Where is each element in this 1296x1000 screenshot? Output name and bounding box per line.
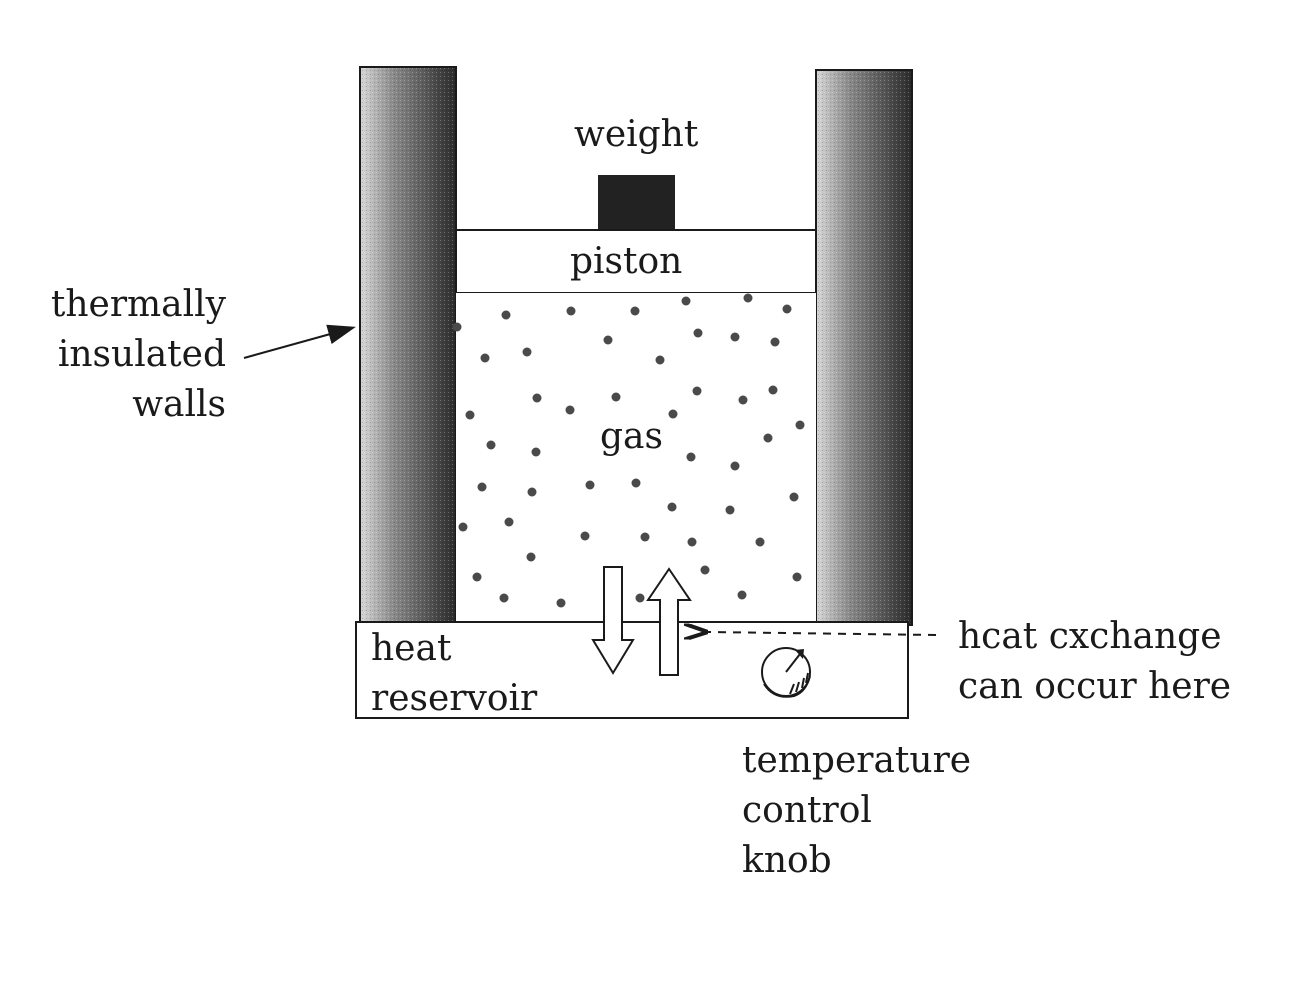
gas-particle bbox=[763, 433, 773, 443]
gas-particle bbox=[725, 505, 735, 515]
knob-label: temperature control knob bbox=[742, 736, 971, 886]
gas-particle bbox=[655, 355, 665, 365]
gas-particle bbox=[585, 480, 595, 490]
gas-particle bbox=[499, 593, 509, 603]
gas-particle bbox=[795, 420, 805, 430]
gas-particle bbox=[687, 537, 697, 547]
right-insulated-wall bbox=[815, 69, 913, 626]
walls-label: thermally insulated walls bbox=[40, 280, 226, 430]
gas-particle bbox=[755, 537, 765, 547]
gas-particle bbox=[556, 598, 566, 608]
temperature-knob-icon bbox=[761, 647, 811, 698]
gas-label: gas bbox=[600, 416, 663, 457]
gas-particle bbox=[792, 572, 802, 582]
heat-up-arrow bbox=[646, 567, 692, 676]
heat-down-arrow bbox=[591, 566, 635, 675]
gas-particle bbox=[480, 353, 490, 363]
gas-particle bbox=[532, 393, 542, 403]
gas-particle bbox=[631, 478, 641, 488]
gas-particle bbox=[738, 395, 748, 405]
gas-particle bbox=[458, 522, 468, 532]
gas-particle bbox=[668, 409, 678, 419]
gas-particle bbox=[611, 392, 621, 402]
gas-particle bbox=[452, 322, 462, 332]
gas-particle bbox=[527, 487, 537, 497]
knob-label-line-3: knob bbox=[742, 840, 832, 881]
gas-particle bbox=[635, 593, 645, 603]
gas-particle bbox=[504, 517, 514, 527]
gas-particle bbox=[630, 306, 640, 316]
weight-label: weight bbox=[574, 114, 699, 155]
gas-particle bbox=[730, 461, 740, 471]
exchange-label-line-1: hcat cxchange bbox=[958, 616, 1222, 657]
gas-particle bbox=[501, 310, 511, 320]
gas-particle bbox=[686, 452, 696, 462]
knob-label-line-2: control bbox=[742, 790, 872, 831]
gas-particle bbox=[693, 328, 703, 338]
gas-particle bbox=[681, 296, 691, 306]
exchange-label: hcat cxchange can occur here bbox=[958, 612, 1231, 712]
gas-particle bbox=[768, 385, 778, 395]
gas-particle bbox=[580, 531, 590, 541]
gas-particle bbox=[465, 410, 475, 420]
heat-reservoir bbox=[355, 621, 909, 719]
piston-label: piston bbox=[570, 241, 683, 282]
walls-label-line-3: walls bbox=[132, 384, 226, 425]
gas-particle bbox=[692, 386, 702, 396]
reservoir-label-line-1: heat bbox=[371, 628, 452, 669]
walls-label-line-1: thermally bbox=[50, 284, 226, 325]
gas-particle bbox=[486, 440, 496, 450]
gas-particle bbox=[531, 447, 541, 457]
left-insulated-wall bbox=[359, 66, 457, 624]
gas-particle bbox=[770, 337, 780, 347]
gas-particle bbox=[789, 492, 799, 502]
gas-particle bbox=[603, 335, 613, 345]
gas-particle bbox=[526, 552, 536, 562]
gas-particle bbox=[782, 304, 792, 314]
walls-pointer-arrow bbox=[243, 324, 356, 359]
gas-chamber bbox=[456, 293, 816, 622]
weight-block bbox=[598, 175, 675, 230]
gas-particle bbox=[667, 502, 677, 512]
gas-particle bbox=[522, 347, 532, 357]
gas-particle bbox=[700, 565, 710, 575]
gas-particle bbox=[472, 572, 482, 582]
gas-particle bbox=[737, 590, 747, 600]
reservoir-label: heat reservoir bbox=[371, 624, 537, 724]
gas-particle bbox=[730, 332, 740, 342]
exchange-label-line-2: can occur here bbox=[958, 666, 1232, 707]
gas-particle bbox=[566, 306, 576, 316]
gas-particle bbox=[565, 405, 575, 415]
gas-particle bbox=[640, 532, 650, 542]
reservoir-label-line-2: reservoir bbox=[371, 678, 538, 719]
gas-particle bbox=[743, 293, 753, 303]
gas-particles bbox=[452, 293, 805, 608]
knob-label-line-1: temperature bbox=[742, 740, 972, 781]
walls-label-line-2: insulated bbox=[57, 334, 226, 375]
gas-particle bbox=[477, 482, 487, 492]
